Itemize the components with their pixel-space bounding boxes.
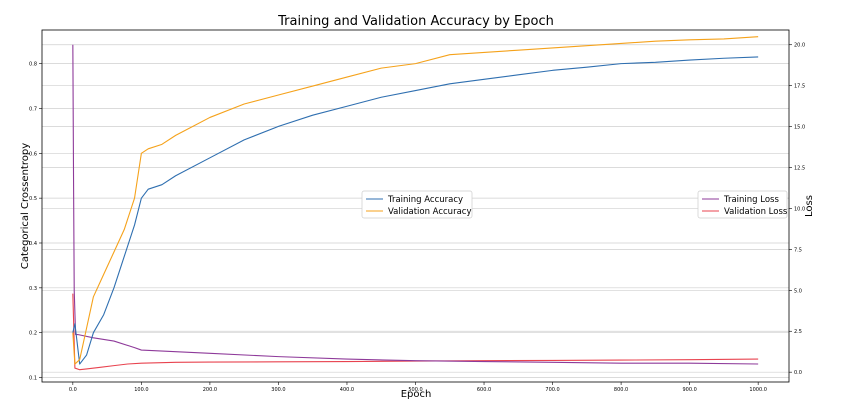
- series-validation-loss: [72, 293, 759, 371]
- legend-accuracy: Training Accuracy Validation Accuracy: [361, 190, 473, 219]
- legend-loss-box: [697, 190, 788, 219]
- y-right-tick-label: 0.0: [794, 370, 802, 376]
- x-tick-label: 600.0: [477, 387, 491, 393]
- y-right-tick-label: 2.5: [794, 329, 802, 335]
- legend-label-validation-loss: Validation Loss: [724, 207, 788, 217]
- series-validation-accuracy: [72, 36, 759, 365]
- series-lines: [72, 36, 759, 371]
- y-right-tick-label: 10.0: [794, 206, 805, 212]
- x-tick-label: 900.0: [682, 387, 696, 393]
- x-axis-label: Epoch: [401, 389, 432, 400]
- y-left-axis-label: Categorical Crossentropy: [20, 143, 31, 269]
- legend-label-training-accuracy: Training Accuracy: [387, 195, 463, 205]
- y-right-tick-label: 5.0: [794, 288, 802, 294]
- x-tick-label: 400.0: [340, 387, 354, 393]
- legend-label-training-loss: Training Loss: [723, 195, 779, 205]
- y-left-tick-label: 0.7: [29, 106, 37, 112]
- y-right-axis-label: Loss: [804, 195, 815, 217]
- y-left-tick-label: 0.6: [29, 151, 37, 157]
- x-tick-label: 500.0: [408, 387, 422, 393]
- series-training-accuracy: [72, 56, 759, 365]
- x-tick-label: 100.0: [134, 387, 148, 393]
- y-left-tick-label: 0.4: [29, 241, 37, 247]
- y-left-tick-label: 0.8: [29, 62, 37, 68]
- y-right-tick-label: 15.0: [794, 125, 805, 131]
- y-left-tick-label: 0.3: [29, 286, 37, 292]
- y-right-tick-label: 17.5: [794, 84, 805, 90]
- legend-loss: Training Loss Validation Loss: [697, 190, 788, 219]
- y-left-tick-label: 0.1: [29, 376, 37, 382]
- x-tick-label: 1000.0: [749, 387, 767, 393]
- y-left-axis-ticks: 0.1 0.2 0.3 0.4 0.5 0.6 0.7 0.8: [29, 62, 42, 382]
- x-tick-label: 800.0: [614, 387, 628, 393]
- y-right-tick-label: 20.0: [794, 43, 805, 49]
- x-tick-label: 300.0: [271, 387, 285, 393]
- legend-accuracy-box: [361, 190, 473, 219]
- x-tick-label: 700.0: [545, 387, 559, 393]
- y-left-tick-label: 0.5: [29, 196, 37, 202]
- chart-title: Training and Validation Accuracy by Epoc…: [277, 14, 554, 29]
- legend-label-validation-accuracy: Validation Accuracy: [388, 207, 471, 217]
- x-tick-label: 0.0: [69, 387, 77, 393]
- y-right-tick-label: 12.5: [794, 166, 805, 172]
- y-left-tick-label: 0.2: [29, 331, 37, 337]
- x-axis-ticks: 0.0 100.0 200.0 300.0 400.0 500.0 600.0 700.0 80…: [69, 382, 767, 393]
- y-right-tick-label: 7.5: [794, 247, 802, 253]
- x-tick-label: 200.0: [203, 387, 217, 393]
- y-right-axis-ticks: 0.0 2.5 5.0 7.5 10.0 12.5 15.0 17.5 20.0: [789, 43, 805, 376]
